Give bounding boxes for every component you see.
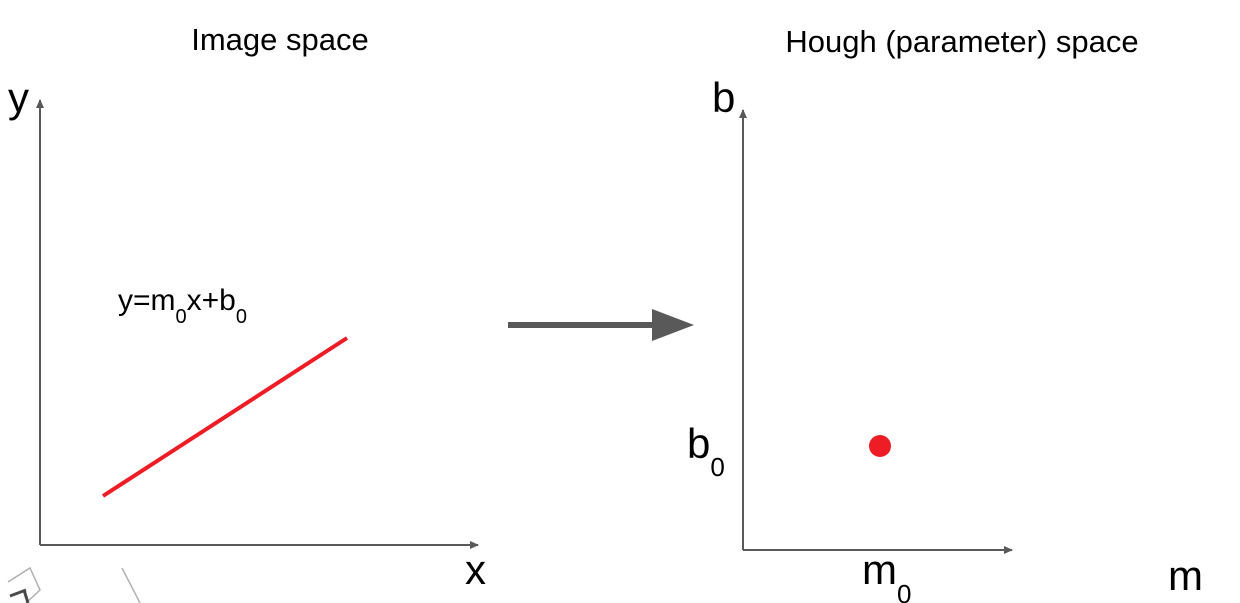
hough-space-panel: Hough (parameter) space b m b0 m0 [687, 24, 1203, 603]
hough-b-label: b [712, 74, 735, 121]
image-x-label: x [465, 546, 486, 593]
hough-m-label: m [1168, 552, 1203, 599]
equation-base: y=m [118, 284, 176, 317]
b0-tick-label: b0 [687, 420, 725, 482]
equation-sub-b: 0 [236, 306, 247, 328]
transform-arrow-head [652, 309, 694, 341]
equation-mid: x+b [187, 284, 236, 317]
image-space-panel: Image space y x y=m0x+b0 [8, 22, 486, 593]
m0-tick-label: m0 [862, 546, 911, 603]
corner-sketch-marks [7, 566, 141, 603]
equation-sub-m: 0 [176, 306, 187, 328]
image-line [101, 336, 349, 498]
m0-base: m [862, 546, 897, 593]
hough-point [869, 435, 891, 457]
b0-base: b [687, 420, 710, 467]
b0-sub: 0 [710, 452, 724, 482]
image-space-title: Image space [191, 22, 369, 57]
hough-space-title: Hough (parameter) space [785, 24, 1138, 59]
image-y-label: y [8, 74, 29, 121]
line-equation: y=m0x+b0 [118, 284, 247, 328]
m0-sub: 0 [897, 579, 911, 603]
transform-arrow [508, 309, 694, 341]
